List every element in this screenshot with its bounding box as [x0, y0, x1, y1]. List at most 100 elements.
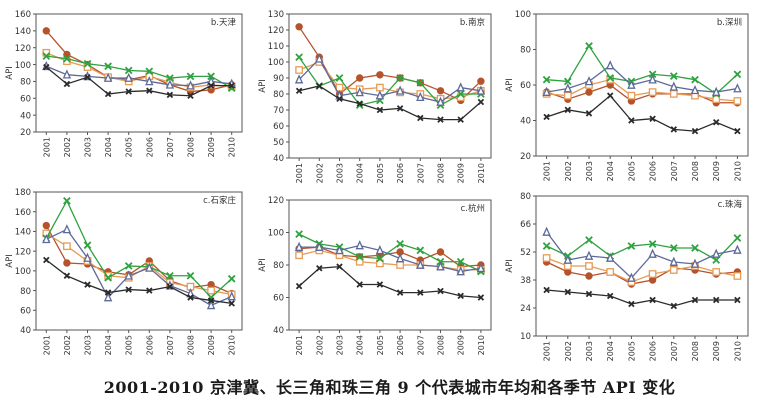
data-point: [145, 262, 154, 272]
data-point: [227, 274, 236, 283]
plot-frame: [535, 13, 749, 157]
series-line-5: [45, 259, 232, 305]
series-line-3: [46, 55, 233, 89]
data-point: [733, 83, 742, 93]
x-tick-label: 2010: [477, 163, 486, 183]
x-tick-label: 2008: [437, 163, 446, 183]
data-point: [670, 302, 678, 310]
x-tick-label: 2004: [356, 335, 365, 355]
x-tick-label: 2007: [166, 335, 175, 355]
y-tick-label: 60: [20, 306, 31, 316]
y-tick-label: 80: [20, 287, 31, 297]
data-point: [628, 117, 635, 124]
y-tick-label: 120: [15, 247, 31, 257]
data-point: [104, 90, 112, 98]
data-point: [42, 233, 51, 244]
data-point: [396, 289, 404, 296]
data-point: [125, 88, 132, 95]
data-point: [376, 281, 384, 288]
x-tick-label: 2003: [336, 163, 345, 183]
data-point: [627, 272, 636, 282]
y-tick-label: 100: [268, 58, 284, 68]
x-tick-label: 2006: [649, 341, 658, 361]
series-line-1: [299, 246, 481, 268]
data-point: [436, 87, 445, 95]
data-point: [124, 270, 133, 280]
data-point: [712, 268, 721, 276]
chart-grid: 20 40 60 80 100 120 140 160 2001 2002 2003 2004 2005…: [5, 10, 749, 361]
series-line-4: [299, 244, 482, 273]
series-line-4: [46, 65, 232, 87]
data-point: [376, 71, 384, 79]
data-point: [605, 252, 615, 262]
data-point: [336, 95, 343, 103]
data-point: [711, 248, 721, 258]
series-line-4: [546, 64, 738, 93]
y-tick-label: 100: [15, 267, 31, 277]
x-tick-label: 2007: [166, 137, 175, 157]
data-point: [166, 271, 174, 280]
plot-frame: [35, 13, 243, 133]
data-point: [294, 241, 304, 251]
data-point: [186, 80, 195, 90]
data-point: [124, 262, 133, 270]
y-tick-label: 66: [520, 220, 531, 230]
data-point: [437, 116, 444, 123]
data-point: [396, 240, 404, 248]
data-point: [456, 82, 465, 92]
data-point: [63, 272, 71, 280]
data-point: [456, 257, 465, 266]
x-tick-label: 2003: [84, 137, 93, 157]
data-point: [477, 77, 485, 85]
data-point: [295, 230, 303, 238]
series-line-5: [45, 66, 232, 97]
series-line-1: [546, 261, 738, 285]
data-point: [416, 246, 425, 255]
data-point: [355, 257, 364, 266]
data-point: [43, 63, 50, 71]
data-point: [585, 262, 593, 270]
data-point: [648, 248, 657, 258]
y-axis-label: API: [505, 259, 515, 272]
data-point: [83, 59, 92, 68]
y-tick-label: 80: [273, 90, 284, 100]
data-point: [187, 92, 194, 99]
data-point: [294, 74, 304, 84]
y-tick-label: 38: [520, 276, 531, 286]
data-point: [42, 27, 50, 35]
y-tick-label: 40: [520, 117, 531, 127]
data-point: [103, 292, 113, 302]
data-point: [563, 83, 573, 93]
data-point: [436, 248, 445, 256]
data-point: [396, 261, 404, 269]
y-tick-label: 52: [520, 248, 531, 258]
figure-caption: 2001-2010 京津冀、长三角和珠三角 9 个代表城市年均和各季节 API …: [103, 378, 676, 397]
series-line-1: [546, 84, 738, 104]
x-tick-label: 2009: [457, 163, 466, 183]
data-point: [542, 242, 551, 250]
y-tick-label: 100: [15, 61, 31, 71]
x-tick-label: 2006: [145, 137, 154, 157]
data-point: [649, 115, 656, 122]
data-point: [145, 67, 154, 76]
panel-title: b.深圳: [717, 17, 742, 28]
series-line-5: [546, 289, 738, 307]
data-point: [606, 292, 614, 300]
data-point: [84, 73, 91, 81]
data-point: [295, 251, 303, 260]
data-point: [606, 268, 615, 276]
x-tick-label: 2001: [543, 341, 552, 361]
data-point: [476, 85, 486, 95]
y-tick-label: 80: [273, 261, 284, 271]
panel-title: c.珠海: [718, 199, 743, 210]
data-point: [542, 75, 551, 84]
data-point: [43, 256, 50, 264]
data-point: [396, 74, 404, 82]
data-point: [124, 72, 133, 82]
y-tick-label: 180: [15, 188, 31, 198]
data-point: [62, 69, 72, 79]
series-line-5: [298, 85, 482, 121]
data-point: [563, 77, 572, 86]
data-point: [437, 287, 444, 295]
y-tick-label: 60: [20, 94, 31, 104]
